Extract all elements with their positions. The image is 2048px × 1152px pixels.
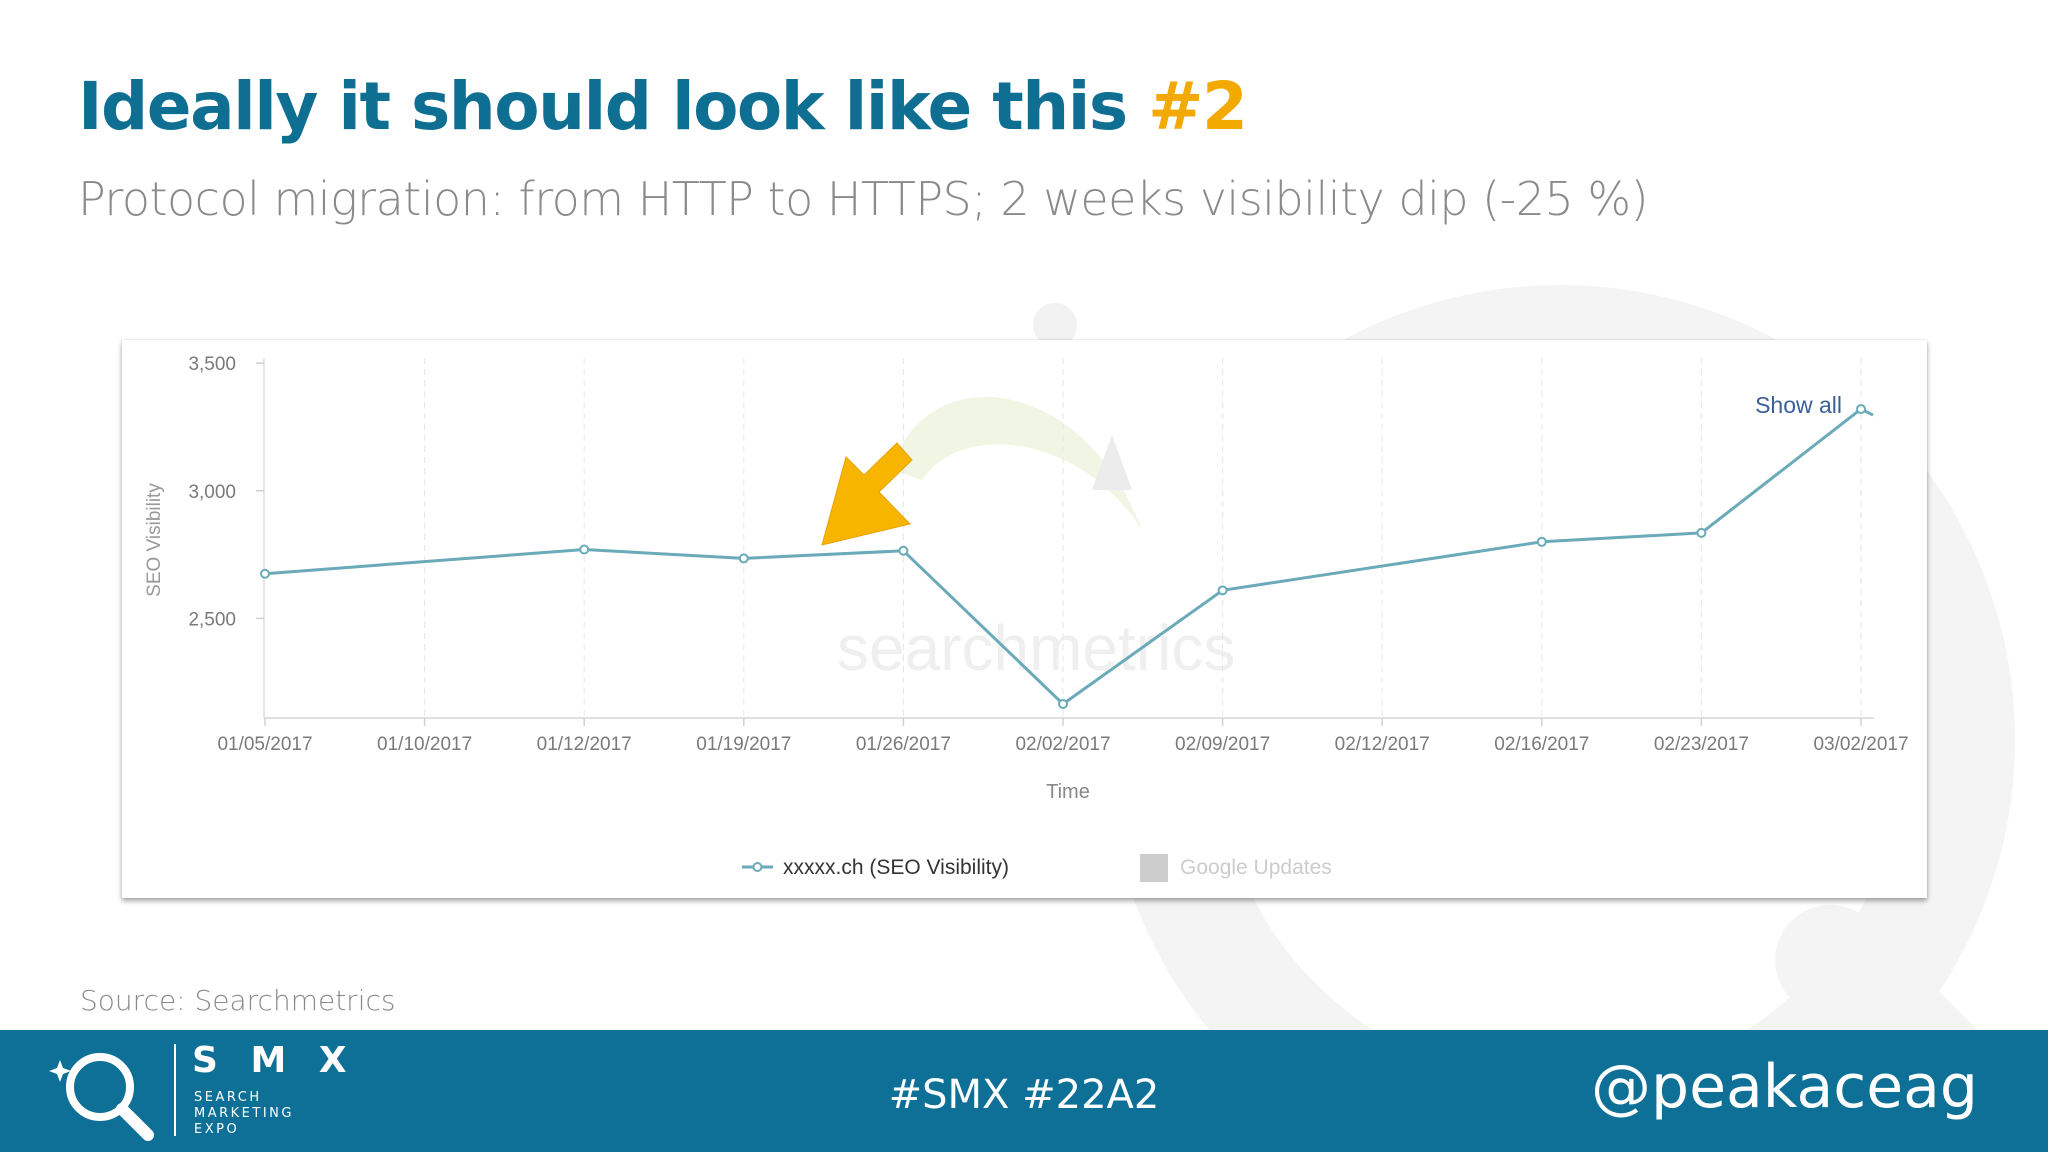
x-tick-label: 02/02/2017 [1015, 734, 1110, 755]
chart-card: searchmetrics 2,500 3,000 3,500 01/05/2017… [122, 340, 1927, 898]
y-tick-label: 3,000 [188, 482, 236, 503]
annotation-arrow [821, 442, 913, 546]
x-tick-label: 02/09/2017 [1175, 734, 1270, 755]
series-point[interactable] [1058, 698, 1068, 709]
brand-subtitle-line3: EXPO [194, 1122, 240, 1137]
legend-item-google-updates[interactable]: Google Updates [1140, 854, 1332, 882]
brand-subtitle-line2: MARKETING [194, 1106, 294, 1121]
brand-subtitle-line1: SEARCH [194, 1090, 262, 1105]
legend-series-label: xxxxx.ch (SEO Visibility) [783, 856, 1009, 879]
legend-item-series[interactable]: xxxxx.ch (SEO Visibility) [742, 856, 1009, 879]
brand-separator [174, 1044, 176, 1136]
series-layer [260, 404, 1874, 709]
x-tick-label: 01/12/2017 [537, 734, 632, 755]
twitter-handle: @peakaceag [1591, 1052, 1978, 1122]
source-caption: Source: Searchmetrics [80, 984, 396, 1017]
y-tick-label: 2,500 [188, 609, 236, 630]
footer-bar: S M X SEARCH MARKETING EXPO #SMX #22A2 @… [0, 1030, 2048, 1152]
slide-title-highlight: #2 [1148, 68, 1248, 145]
x-tick-label: 01/10/2017 [377, 734, 472, 755]
legend-google-updates-swatch [1140, 854, 1168, 882]
x-ticks: 01/05/2017 01/10/2017 01/12/2017 01/19/2017… [217, 718, 1909, 755]
slide-subtitle: Protocol migration: from HTTP to HTTPS; … [78, 172, 1649, 226]
y-tick-label: 3,500 [188, 354, 236, 375]
searchmetrics-watermark: searchmetrics [837, 397, 1235, 684]
grid [424, 358, 1862, 718]
series-point[interactable] [1536, 536, 1547, 547]
x-tick-label: 02/23/2017 [1654, 734, 1749, 755]
visibility-chart: searchmetrics 2,500 3,000 3,500 01/05/2017… [144, 354, 1909, 882]
series-line [264, 407, 1874, 706]
slide-title: Ideally it should look like this #2 [78, 68, 1248, 145]
x-tick-label: 01/19/2017 [696, 734, 791, 755]
slide-title-main: Ideally it should look like this [78, 68, 1149, 145]
x-tick-label: 01/26/2017 [856, 734, 951, 755]
series-point[interactable] [738, 553, 749, 564]
x-tick-label: 02/16/2017 [1494, 734, 1589, 755]
series-point[interactable] [579, 544, 590, 555]
series-point[interactable] [260, 568, 270, 579]
series-point[interactable] [898, 545, 909, 556]
legend-google-updates-label: Google Updates [1180, 856, 1332, 879]
brand-name: S M X [192, 1040, 357, 1081]
series-point[interactable] [1696, 527, 1707, 538]
event-hashtags: #SMX #22A2 [888, 1072, 1160, 1118]
legend-series-marker [752, 862, 763, 872]
y-ticks: 2,500 3,000 3,500 [188, 354, 264, 630]
show-all-button[interactable]: Show all [1755, 392, 1842, 418]
series-point[interactable] [1856, 404, 1866, 415]
series-point[interactable] [1217, 585, 1228, 596]
x-tick-label: 03/02/2017 [1813, 734, 1908, 755]
legend: xxxxx.ch (SEO Visibility) Google Updates [742, 854, 1332, 882]
x-tick-label: 02/12/2017 [1335, 734, 1430, 755]
brand-subtitle: SEARCH MARKETING EXPO [194, 1090, 334, 1138]
x-axis-label: Time [1046, 781, 1090, 803]
x-tick-label: 01/05/2017 [217, 734, 312, 755]
magnifier-logo-icon [49, 1053, 154, 1141]
y-axis-label: SEO Visibility [144, 483, 165, 597]
